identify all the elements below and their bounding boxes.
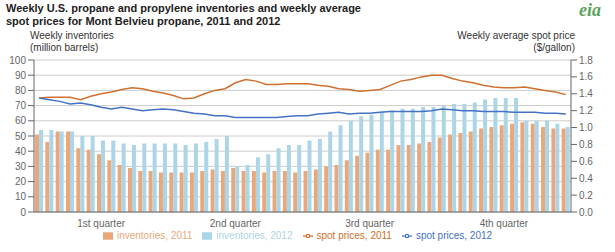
svg-text:0.0: 0.0: [579, 207, 593, 218]
svg-text:30: 30: [15, 161, 27, 172]
svg-text:70: 70: [15, 100, 27, 111]
svg-text:60: 60: [15, 115, 27, 126]
svg-text:1.8: 1.8: [579, 55, 593, 66]
html-text:spot prices, 2012: spot prices, 2012: [415, 230, 493, 241]
html-text:inventories, 2011: inventories, 2011: [116, 230, 193, 241]
html-text:spot prices for Mont Belvieu p: spot prices for Mont Belvieu propane, 20…: [6, 15, 281, 27]
svg-text:50: 50: [15, 131, 27, 142]
html-text:Weekly inventories: Weekly inventories: [30, 30, 114, 41]
html-text:($/gallon): ($/gallon): [533, 42, 575, 53]
html-text:(million barrels): (million barrels): [30, 42, 99, 53]
svg-text:1.0: 1.0: [579, 122, 593, 133]
svg-text:1.6: 1.6: [579, 71, 593, 82]
svg-text:0: 0: [20, 207, 26, 218]
html-text:Weekly average spot price: Weekly average spot price: [457, 30, 575, 41]
svg-text:40: 40: [15, 146, 27, 157]
html-text:spot prices, 2011: spot prices, 2011: [316, 230, 392, 241]
svg-text:3rd quarter: 3rd quarter: [345, 218, 395, 229]
html-text:Weekly U.S. propane and propyl: Weekly U.S. propane and propylene invent…: [6, 2, 361, 14]
svg-text:0.6: 0.6: [579, 156, 593, 167]
svg-text:80: 80: [15, 85, 27, 96]
svg-text:0.8: 0.8: [579, 139, 593, 150]
html-text:inventories, 2012: inventories, 2012: [216, 230, 293, 241]
svg-text:4th quarter: 4th quarter: [480, 218, 529, 229]
svg-text:1.2: 1.2: [579, 105, 593, 116]
svg-text:20: 20: [15, 176, 27, 187]
svg-text:90: 90: [15, 70, 27, 81]
svg-text:100: 100: [9, 55, 26, 66]
svg-text:10: 10: [15, 191, 27, 202]
svg-text:1st quarter: 1st quarter: [77, 218, 125, 229]
svg-text:0.2: 0.2: [579, 190, 593, 201]
html-text:eia: eia: [579, 0, 601, 20]
svg-text:0.4: 0.4: [579, 173, 593, 184]
svg-text:1.4: 1.4: [579, 88, 593, 99]
svg-text:2nd quarter: 2nd quarter: [210, 218, 262, 229]
